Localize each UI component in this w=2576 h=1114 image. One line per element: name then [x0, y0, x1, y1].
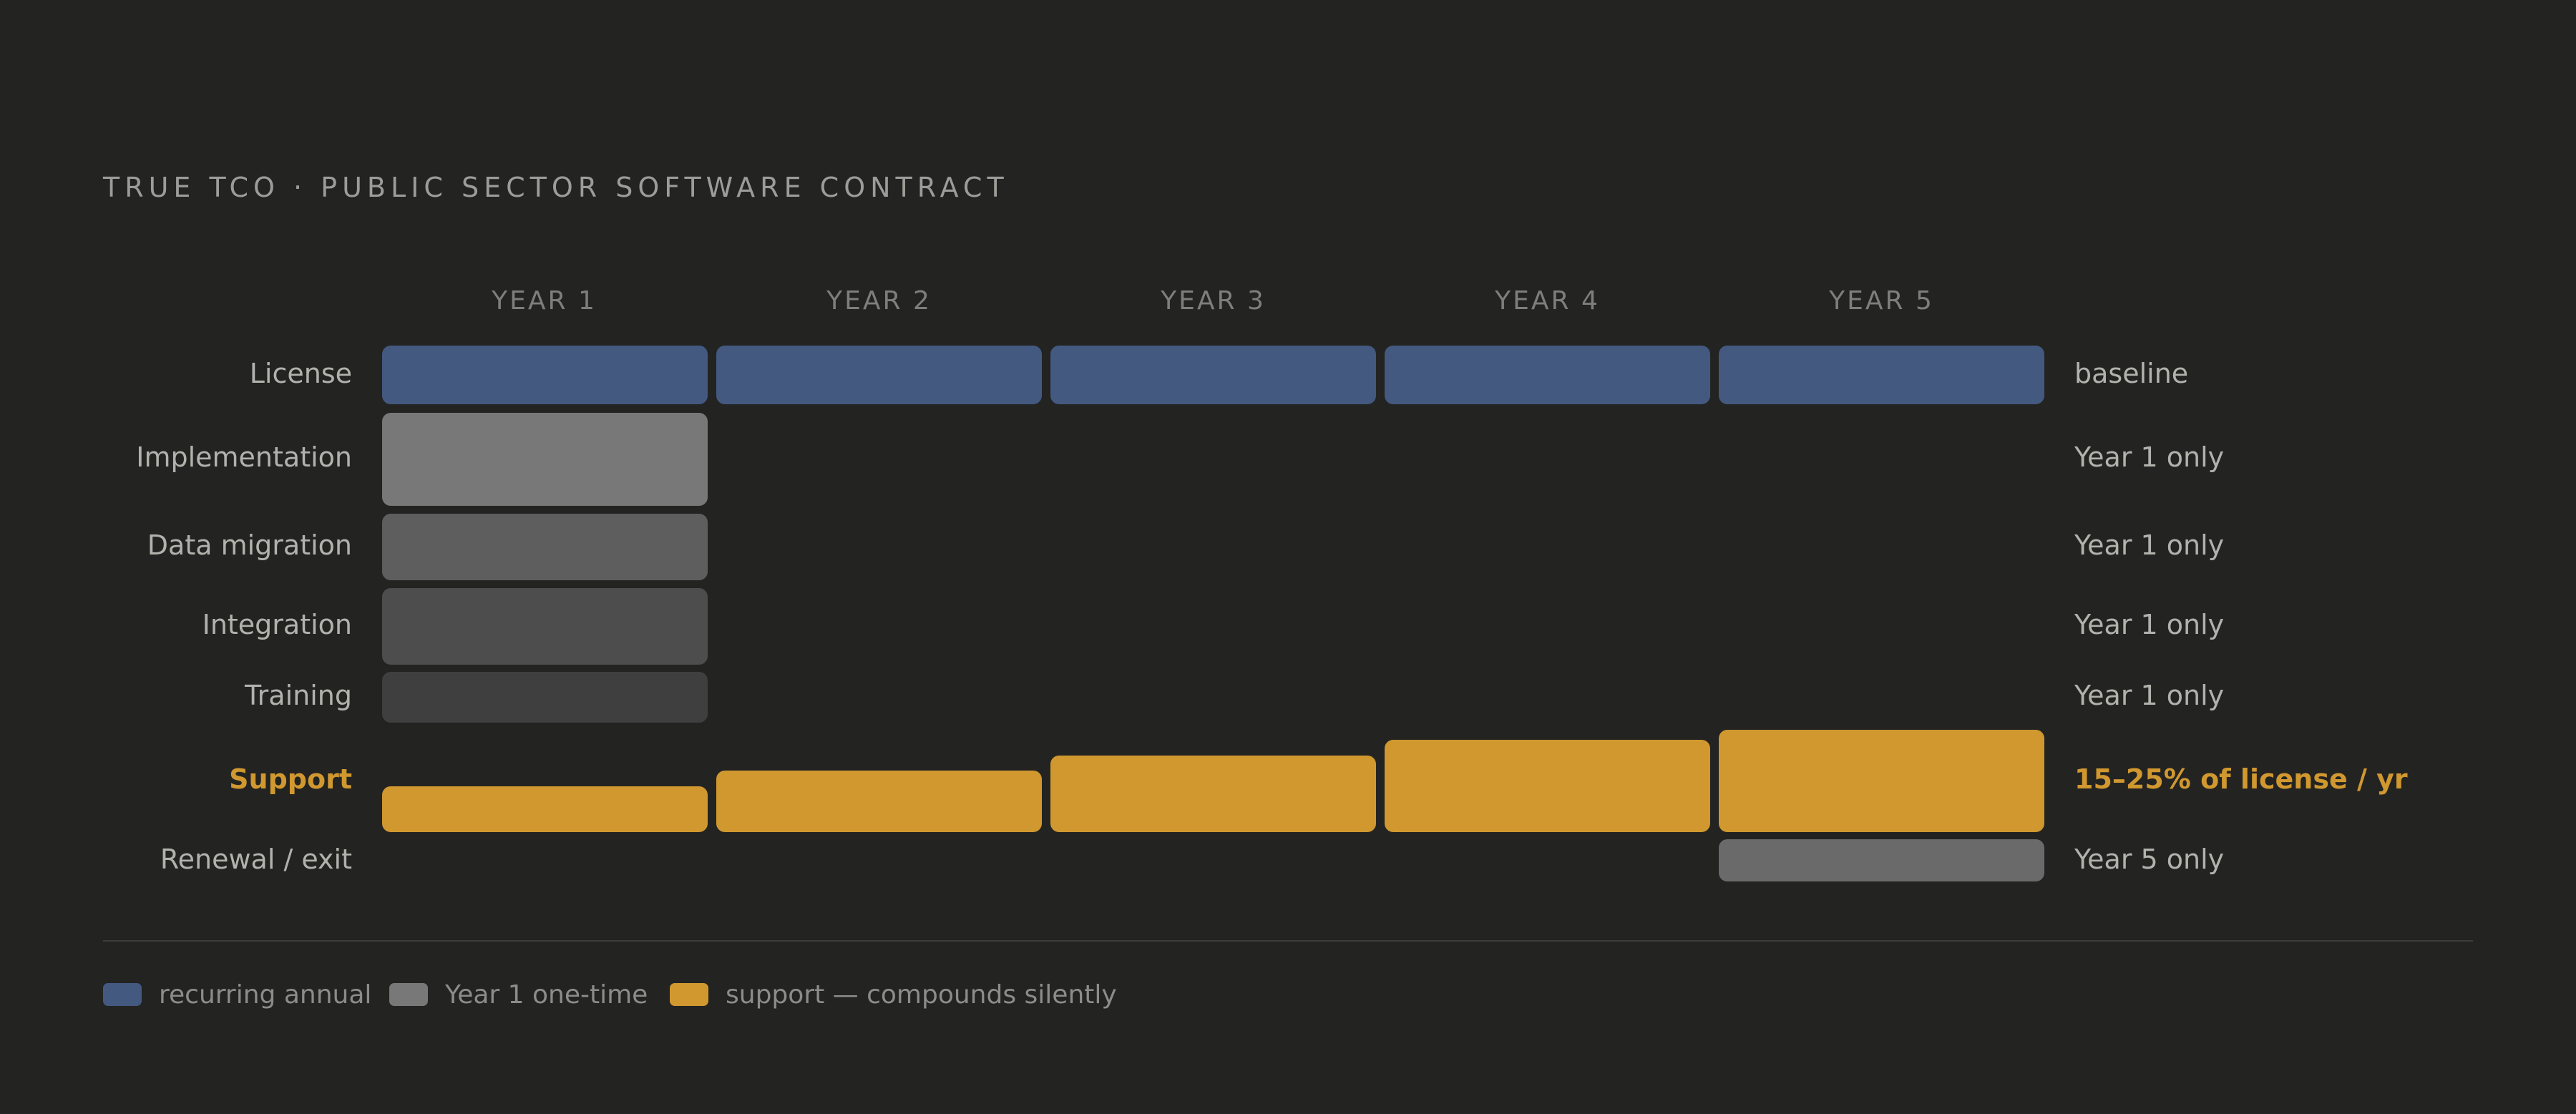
row-note-data-migration: Year 1 only [2074, 529, 2225, 561]
year-header-1: YEAR 1 [492, 286, 597, 316]
legend-label-support: support — compounds silently [726, 979, 1117, 1010]
bar-support-year-2 [716, 771, 1042, 832]
bar-license-year-3 [1050, 346, 1376, 404]
bar-support-year-4 [1385, 740, 1710, 832]
legend-label-recurring: recurring annual [159, 979, 372, 1010]
row-label-implementation: Implementation [136, 441, 352, 473]
bar-integration-year-1 [382, 588, 708, 665]
legend-divider [103, 940, 2473, 942]
legend-item-recurring: recurring annual [103, 979, 372, 1010]
legend-swatch-recurring [103, 983, 142, 1006]
year-header-5: YEAR 5 [1829, 286, 1934, 316]
row-note-training: Year 1 only [2074, 680, 2225, 711]
bar-training-year-1 [382, 672, 708, 723]
year-header-4: YEAR 4 [1495, 286, 1600, 316]
bar-license-year-5 [1719, 346, 2044, 404]
row-label-training: Training [245, 680, 352, 711]
bar-implementation-year-1 [382, 413, 708, 506]
bar-support-year-1 [382, 786, 708, 832]
row-note-renewal: Year 5 only [2074, 844, 2225, 875]
bar-renewal-year-5 [1719, 839, 2044, 881]
bar-license-year-4 [1385, 346, 1710, 404]
row-label-license: License [249, 358, 352, 389]
row-note-implementation: Year 1 only [2074, 441, 2225, 473]
year-header-2: YEAR 2 [826, 286, 932, 316]
bar-support-year-3 [1050, 756, 1376, 832]
legend-swatch-support [670, 983, 708, 1006]
bar-data-migration-year-1 [382, 514, 708, 580]
row-label-support: Support [229, 763, 352, 795]
bar-license-year-1 [382, 346, 708, 404]
row-note-integration: Year 1 only [2074, 609, 2225, 640]
legend-item-support: support — compounds silently [670, 979, 1117, 1010]
chart-title: TRUE TCO · PUBLIC SECTOR SOFTWARE CONTRA… [103, 172, 1009, 203]
legend-label-one-time: Year 1 one-time [445, 979, 648, 1010]
legend-swatch-one-time [389, 983, 428, 1006]
row-label-data-migration: Data migration [147, 529, 352, 561]
row-note-support: 15–25% of license / yr [2074, 763, 2408, 795]
row-note-license: baseline [2074, 358, 2189, 389]
row-label-renewal: Renewal / exit [160, 844, 352, 875]
legend-item-one-time: Year 1 one-time [389, 979, 648, 1010]
bar-support-year-5 [1719, 730, 2044, 832]
year-header-3: YEAR 3 [1161, 286, 1266, 316]
row-label-integration: Integration [202, 609, 352, 640]
bar-license-year-2 [716, 346, 1042, 404]
